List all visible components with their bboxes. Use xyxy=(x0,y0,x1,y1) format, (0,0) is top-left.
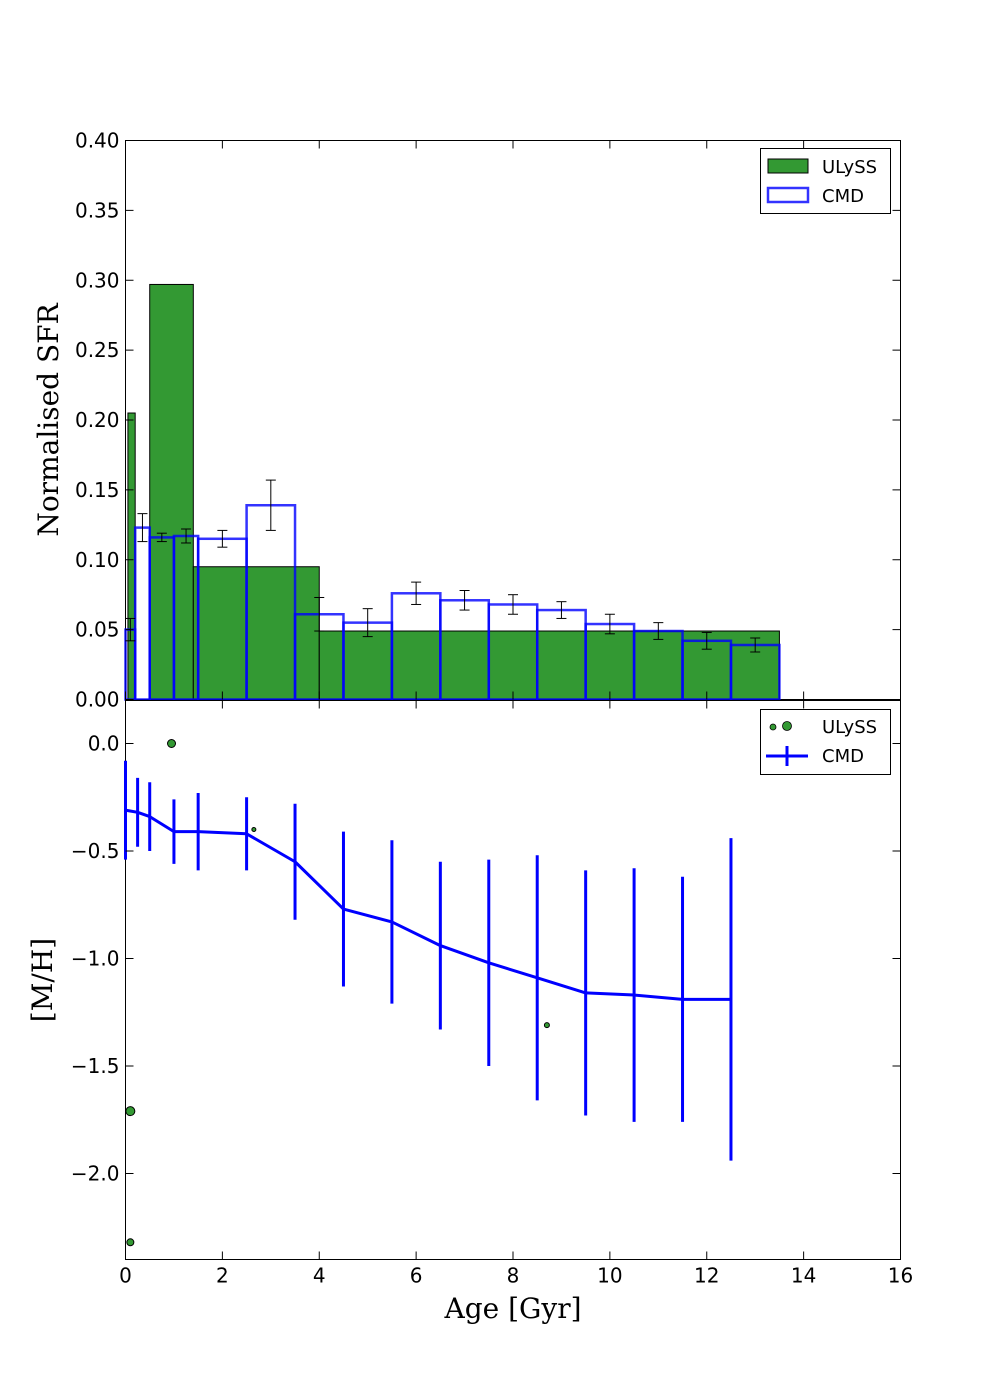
legend-label-cmd: CMD xyxy=(822,746,864,767)
ulyss-metallicity-point xyxy=(543,1022,550,1029)
ulyss-sfr-bar xyxy=(318,630,780,701)
sfr-legend: ULySS CMD xyxy=(760,148,891,214)
sfr-y-tick-label: 0.40 xyxy=(75,129,120,153)
metallicity-y-axis-label: [M/H] xyxy=(26,938,59,1022)
metallicity-y-tick-label: −2.0 xyxy=(71,1162,120,1186)
ulyss-scatter-group xyxy=(125,739,550,1247)
age-x-tick-label: 0 xyxy=(119,1264,132,1288)
ulyss-metallicity-point xyxy=(126,1238,135,1247)
metallicity-y-tick-label: −1.5 xyxy=(71,1054,120,1078)
age-x-tick-label: 16 xyxy=(888,1264,913,1288)
cmd-metallicity-errorbars-group xyxy=(124,760,733,1161)
metallicity-legend-box xyxy=(760,709,891,775)
sfr-y-tick-label: 0.35 xyxy=(75,198,120,222)
age-x-tick-label: 8 xyxy=(507,1264,520,1288)
metallicity-y-tick-label: −1.0 xyxy=(71,947,120,971)
sfr-y-axis-label: Normalised SFR xyxy=(32,302,65,536)
ulyss-metallicity-point xyxy=(251,827,257,832)
sfr-y-tick-label: 0.25 xyxy=(75,338,120,362)
legend-swatch-cmd-outline xyxy=(766,186,810,204)
cmd-metallicity-line-group xyxy=(125,808,731,1001)
legend-label-ulyss: ULySS xyxy=(822,717,877,738)
age-x-tick-label: 2 xyxy=(216,1264,229,1288)
sfr-panel: 0.00 0.05 0.10 0.15 0.20 0.25 0.30 0.35 0.40 Nor… xyxy=(32,129,901,712)
sfr-y-ticks: 0.00 0.05 0.10 0.15 0.20 0.25 0.30 0.35 0.40 xyxy=(75,129,901,712)
legend-label-cmd: CMD xyxy=(822,186,864,207)
sfr-y-tick-label: 0.10 xyxy=(75,548,120,572)
metallicity-y-tick-label: −0.5 xyxy=(71,839,120,863)
sfr-y-tick-label: 0.05 xyxy=(75,618,120,642)
age-x-ticks: 0 2 4 6 8 10 12 14 16 xyxy=(119,700,913,1288)
metallicity-y-ticks: 0.0 −0.5 −1.0 −1.5 −2.0 xyxy=(71,732,901,1186)
metallicity-legend: ULySS CMD xyxy=(760,709,891,775)
ulyss-bars-group xyxy=(127,283,780,701)
sfr-y-tick-label: 0.00 xyxy=(75,688,120,712)
cmd-sfr-bar xyxy=(133,526,151,701)
sfr-y-tick-label: 0.20 xyxy=(75,408,120,432)
sfr-y-tick-label: 0.15 xyxy=(75,478,120,502)
legend-marker-ulyss-small xyxy=(769,723,777,731)
legend-swatch-ulyss-bar xyxy=(767,158,809,174)
metallicity-panel: 0.0−0.5−1.0−1.5−2.0 0 2 4 6 8 10 12 14 16 [M/H] … xyxy=(26,700,913,1325)
age-x-tick-label: 4 xyxy=(313,1264,326,1288)
metallicity-plot-frame xyxy=(125,700,901,1260)
ulyss-sfr-bar xyxy=(149,283,194,700)
ulyss-metallicity-point xyxy=(167,739,177,748)
cmd-metallicity-line xyxy=(125,808,731,1001)
metallicity-y-tick-label: 0.0 xyxy=(88,732,120,756)
age-x-tick-label: 10 xyxy=(597,1264,622,1288)
ulyss-sfr-bar xyxy=(192,566,320,700)
age-x-tick-label: 14 xyxy=(791,1264,816,1288)
legend-marker-ulyss-large xyxy=(782,721,792,731)
ulyss-metallicity-point xyxy=(125,1106,136,1117)
legend-label-ulyss: ULySS xyxy=(822,157,877,178)
sfr-y-tick-label: 0.30 xyxy=(75,268,120,292)
age-x-tick-label: 6 xyxy=(410,1264,423,1288)
age-x-tick-label: 12 xyxy=(694,1264,719,1288)
age-x-axis-label: Age [Gyr] xyxy=(443,1292,581,1325)
